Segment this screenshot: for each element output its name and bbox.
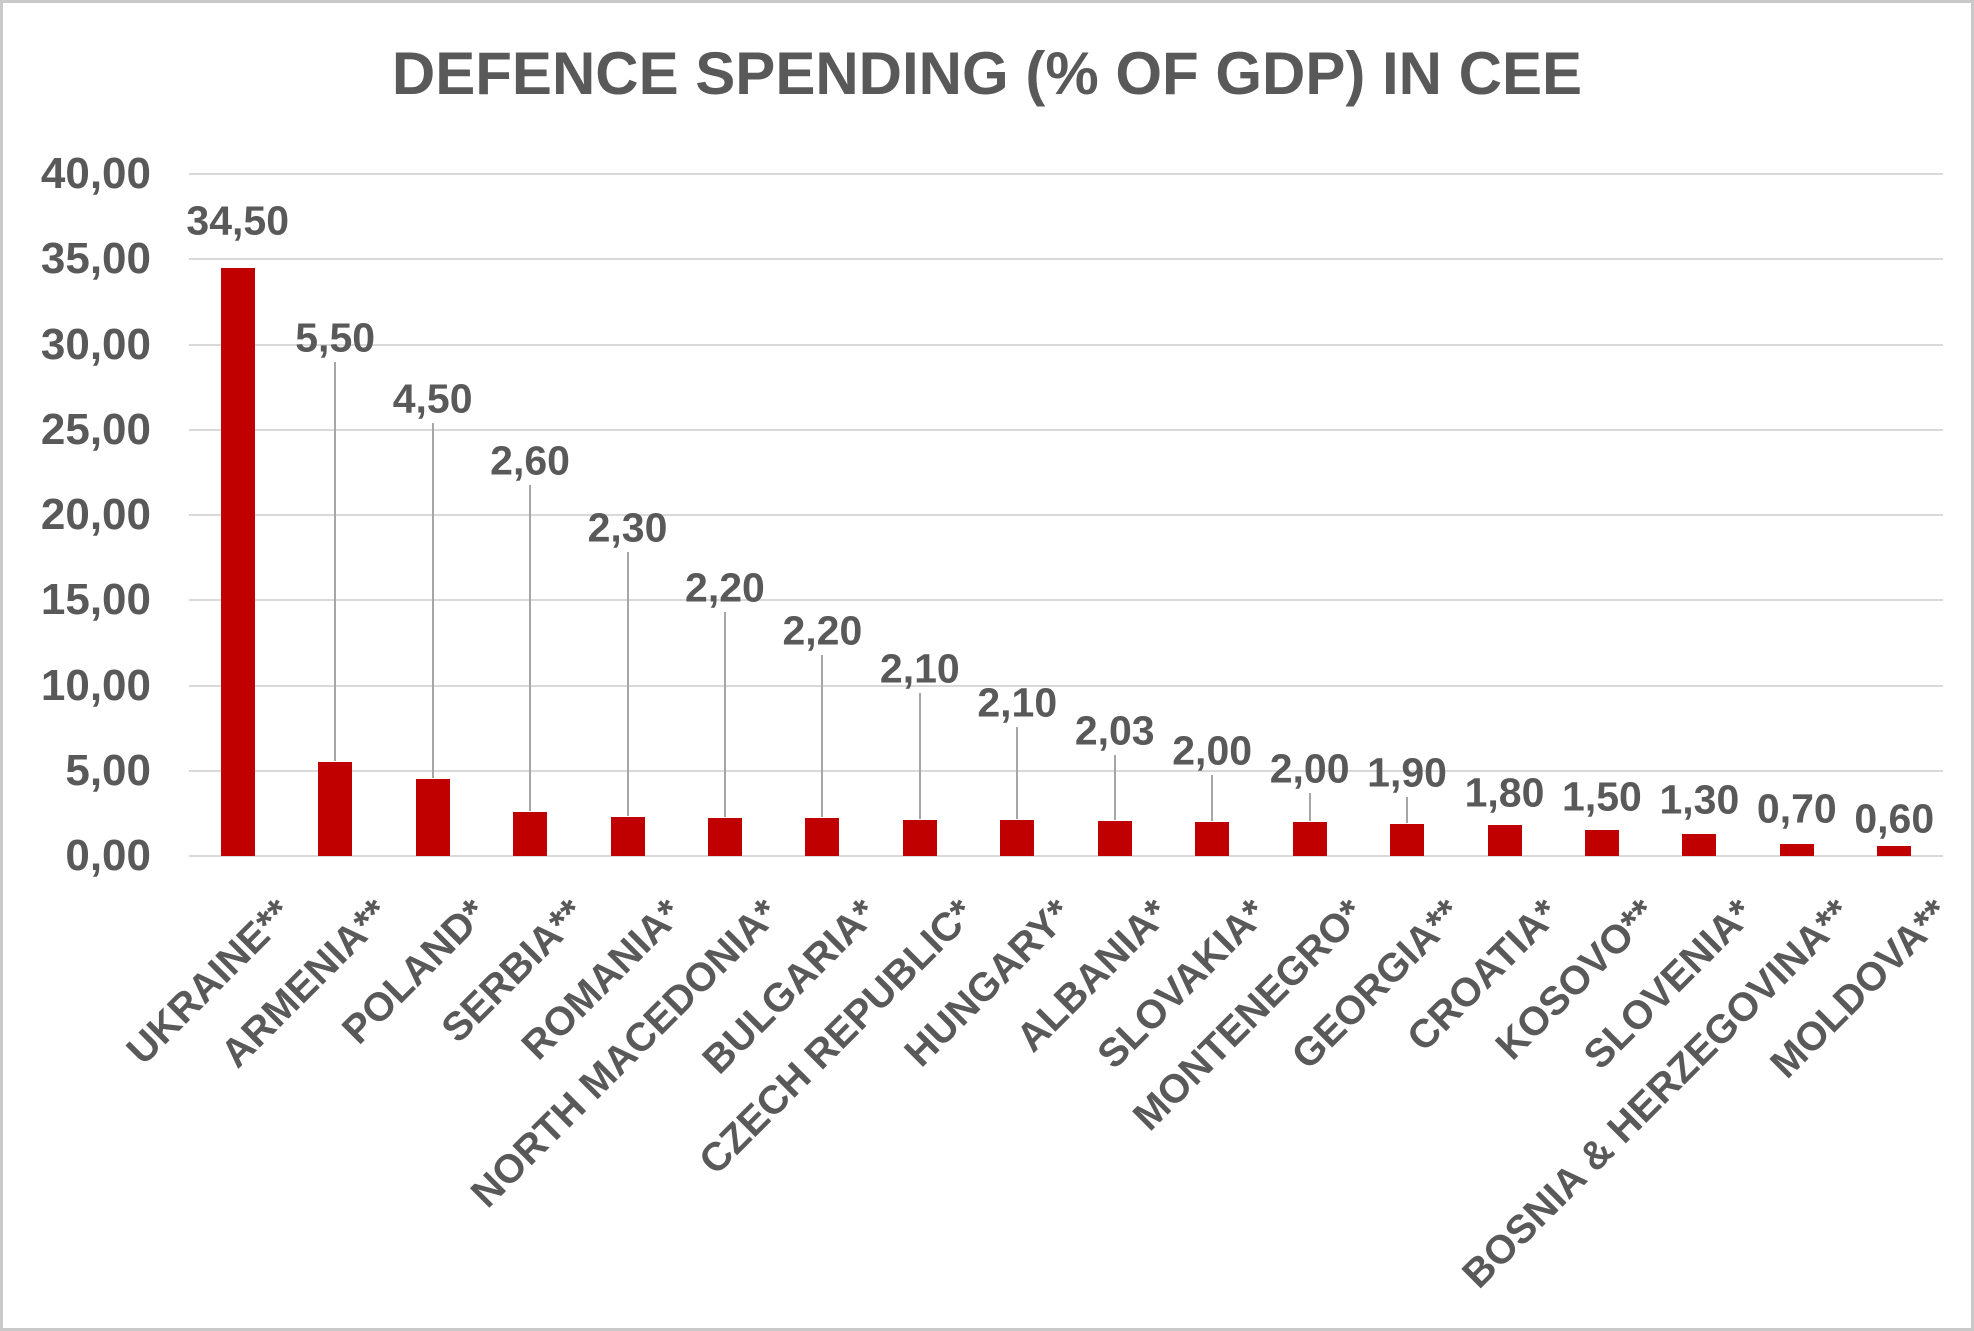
bar-value-label: 4,50 [392,375,473,422]
y-tick-label: 10,00 [40,660,151,710]
leader-line [1308,793,1311,821]
y-tick-label: 20,00 [40,490,151,539]
y-tick-label: 30,00 [40,319,151,369]
bar [610,816,645,856]
bar [1195,821,1230,856]
leader-line [1406,797,1409,823]
y-gridline [189,599,1943,602]
bar-value-label: 0,60 [1854,795,1935,842]
bar-value-label: 2,20 [685,564,765,611]
y-tick-label: 15,00 [40,575,151,625]
bar [707,818,742,856]
y-gridline [189,258,1943,261]
bar-value-label: 2,10 [977,679,1058,726]
leader-line [821,655,824,818]
y-gridline [189,769,1943,772]
bar [1584,830,1619,856]
bar [1487,825,1522,856]
bar-value-label: 1,80 [1464,769,1545,816]
bar-value-label: 2,10 [879,645,960,692]
y-gridline [189,343,1943,346]
bar [1097,821,1132,856]
bar [1292,821,1327,856]
leader-line [626,552,629,816]
bar [513,811,548,856]
bar-value-label: 1,90 [1367,749,1447,796]
y-gridline [189,855,1943,857]
leader-line [1211,775,1214,821]
bar-value-label: 5,50 [295,314,376,361]
leader-line [431,423,434,779]
bar-value-label: 2,00 [1172,727,1253,774]
bar [1000,820,1035,856]
y-tick-label: 40,00 [40,149,151,198]
bar [415,779,450,856]
y-tick-label: 35,00 [40,234,151,284]
bar-value-label: 2,60 [490,437,570,484]
bar [1877,845,1912,856]
y-gridline [189,684,1943,687]
bar-value-label: 0,70 [1756,785,1837,832]
y-tick-label: 25,00 [40,404,151,454]
y-tick-label: 5,00 [65,745,151,795]
leader-line [1113,755,1116,821]
leader-line [723,612,726,818]
bar [220,267,255,856]
y-tick-label: 0,00 [65,831,151,880]
bar [1779,844,1814,856]
leader-line [529,485,532,811]
bar [902,820,937,856]
y-gridline [189,428,1943,431]
bar [1682,833,1717,856]
leader-line [1016,727,1019,820]
bar-value-label: 2,20 [782,607,863,654]
bar [1390,823,1425,856]
bar-value-label: 2,30 [587,504,668,551]
y-gridline [189,514,1943,516]
leader-line [918,693,921,820]
y-gridline [189,173,1943,175]
bar-value-label: 2,03 [1074,707,1155,754]
bar [805,818,840,856]
bar-value-label: 1,30 [1659,776,1740,823]
bar-value-label: 1,50 [1562,773,1642,820]
chart-title: DEFENCE SPENDING (% OF GDP) IN CEE [391,40,1583,107]
bar [318,762,353,856]
bar-value-label: 2,00 [1269,745,1350,792]
leader-line [334,362,337,762]
bar-value-label: 34,50 [186,197,290,244]
